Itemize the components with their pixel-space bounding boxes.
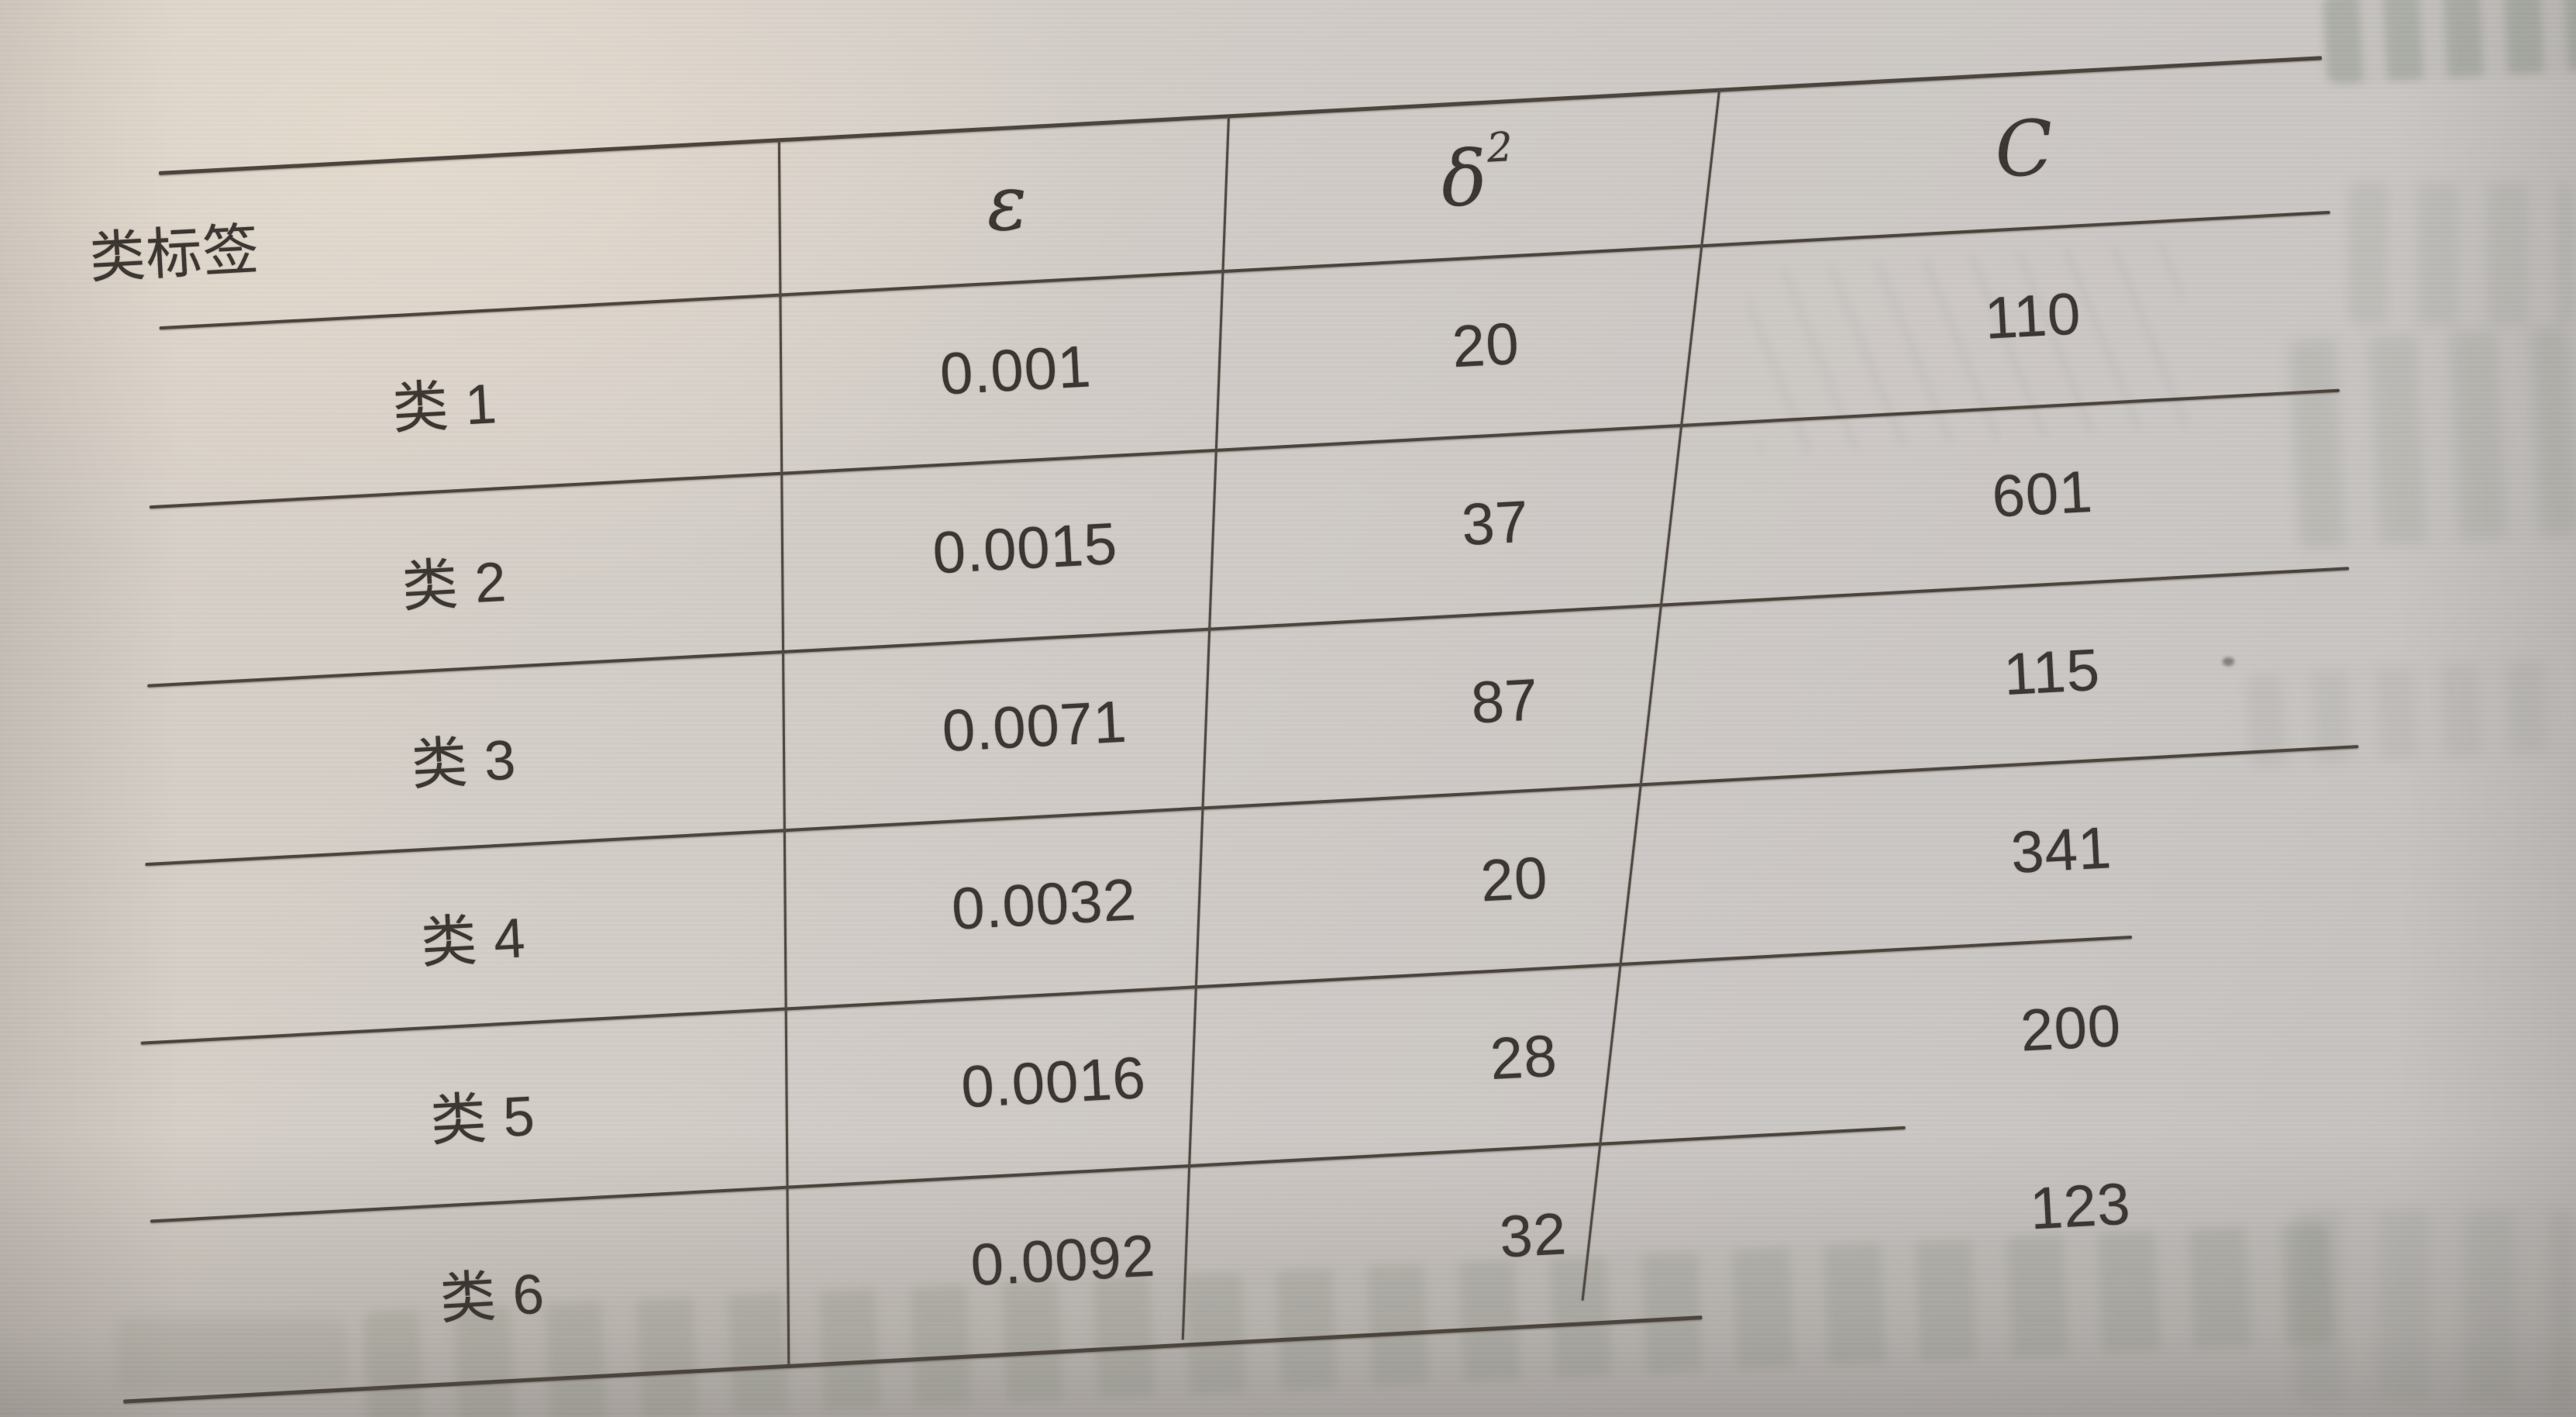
cell-c: 110 <box>1982 280 2083 352</box>
cell-epsilon: 0.001 <box>938 333 1093 408</box>
cell-epsilon: 0.0016 <box>959 1044 1148 1120</box>
cell-c: 200 <box>2019 992 2123 1064</box>
cell-class-label: 类 6 <box>438 1263 546 1331</box>
cell-class-label: 类 3 <box>409 729 518 797</box>
bleedthrough-smudge-top-right <box>2323 0 2576 84</box>
cell-class-label: 类 2 <box>400 550 508 619</box>
cell-delta-sq: 20 <box>1479 844 1550 914</box>
cell-delta-sq: 20 <box>1450 310 1521 380</box>
cell-class-label: 类 1 <box>391 372 499 440</box>
header-epsilon: ε <box>983 158 1030 250</box>
cell-delta-sq: 28 <box>1488 1022 1559 1092</box>
cell-delta-sq: 32 <box>1497 1200 1569 1270</box>
cell-c: 115 <box>2002 636 2102 708</box>
cell-c: 341 <box>2009 814 2114 886</box>
cell-class-label: 类 4 <box>419 906 528 974</box>
cell-epsilon: 0.0071 <box>940 688 1129 764</box>
delta-exponent: 2 <box>1486 124 1514 172</box>
cell-epsilon: 0.0092 <box>969 1222 1158 1298</box>
cell-epsilon: 0.0032 <box>949 866 1138 943</box>
cell-delta-sq: 37 <box>1459 488 1531 558</box>
cell-class-label: 类 5 <box>429 1084 537 1153</box>
header-class-label: 类标签 <box>88 218 261 290</box>
cell-c: 601 <box>1990 458 2095 530</box>
delta-symbol: δ <box>1438 133 1489 225</box>
bleedthrough-smudge-right-upper <box>2348 182 2573 326</box>
cell-c: 123 <box>2028 1170 2133 1242</box>
cell-delta-sq: 87 <box>1469 666 1541 736</box>
cell-epsilon: 0.0015 <box>931 510 1120 586</box>
